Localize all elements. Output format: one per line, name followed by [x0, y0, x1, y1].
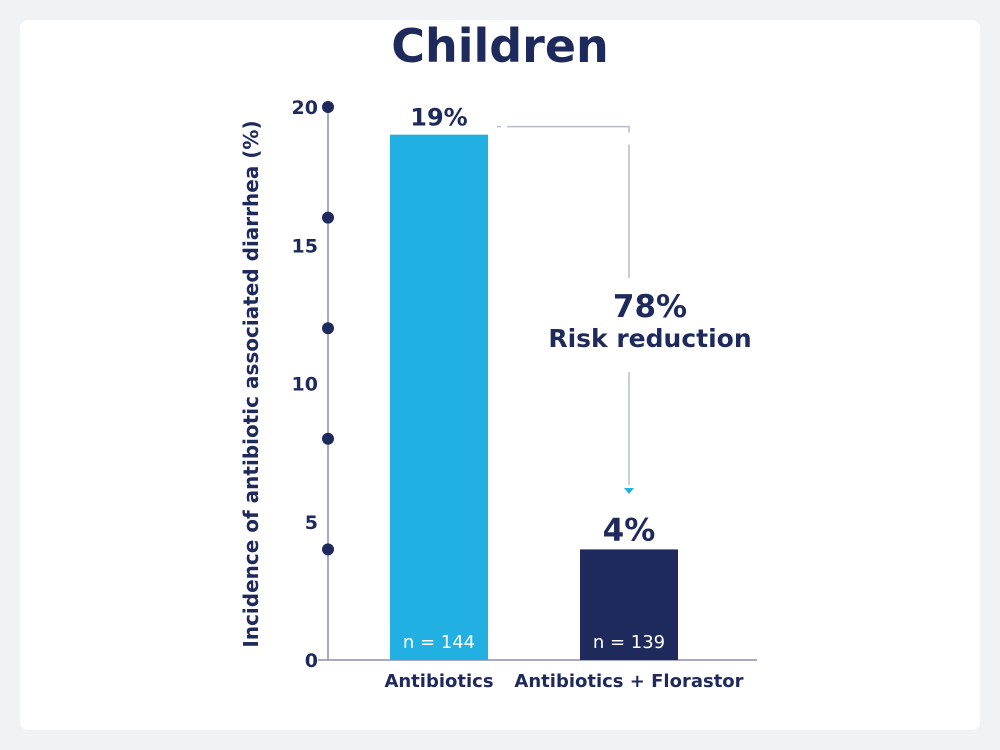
sample-size-label: n = 144	[403, 632, 475, 653]
axis-dot-marker	[322, 211, 334, 224]
arrow-down-icon	[624, 488, 634, 494]
y-tick-label: 5	[305, 512, 318, 534]
x-tick-label: Antibiotics	[384, 671, 493, 692]
annotation-text: Risk reduction	[548, 324, 751, 353]
axis-dot-marker	[322, 543, 334, 556]
axis-dot-marker	[322, 322, 334, 335]
y-tick-label: 0	[305, 650, 318, 672]
axis-dot-marker	[322, 101, 334, 113]
data-label: 19%	[410, 104, 467, 132]
chart-card	[20, 20, 980, 730]
y-tick-label: 15	[292, 235, 318, 257]
bar	[390, 134, 488, 660]
x-tick-label: Antibiotics + Florastor	[514, 671, 743, 692]
axis-dot-marker	[322, 432, 334, 445]
y-tick-label: 10	[292, 374, 318, 396]
data-label: 4%	[603, 512, 656, 548]
bar	[580, 549, 678, 660]
y-axis-label: Incidence of antibiotic associated diarr…	[239, 120, 263, 647]
y-tick-label: 20	[292, 97, 318, 119]
sample-size-label: n = 139	[593, 632, 665, 653]
chart-title: Children	[391, 19, 609, 73]
bracket-line	[497, 125, 630, 133]
annotation-value: 78%	[613, 289, 687, 325]
